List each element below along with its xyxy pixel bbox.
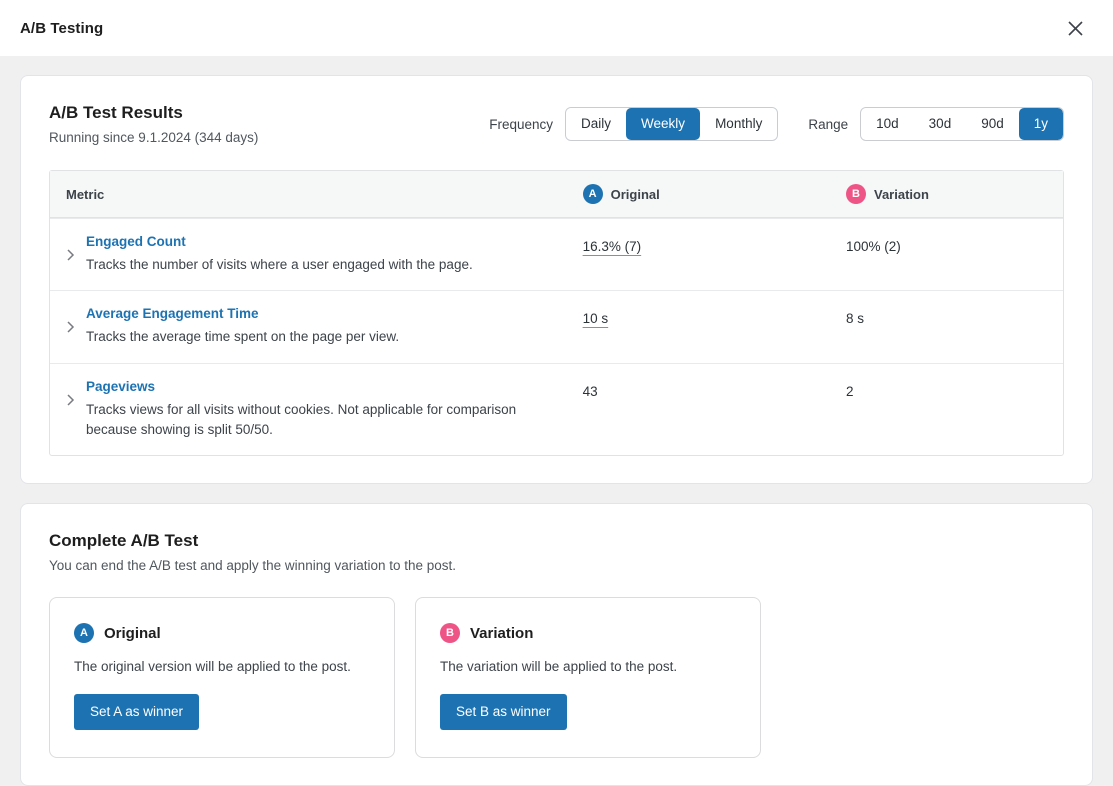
range-segmented-control: 10d 30d 90d 1y xyxy=(860,107,1064,141)
original-value: 10 s xyxy=(567,291,830,362)
range-label: Range xyxy=(808,116,849,132)
variation-card-title: Variation xyxy=(470,624,534,642)
variation-value: 8 s xyxy=(830,291,1063,362)
chevron-right-icon xyxy=(67,393,75,406)
results-card: A/B Test Results Running since 9.1.2024 … xyxy=(20,75,1093,484)
variation-value-text: 8 s xyxy=(846,311,865,327)
page-title: A/B Testing xyxy=(20,19,104,37)
metric-link-avg-engagement-time[interactable]: Average Engagement Time xyxy=(86,306,259,322)
table-row: Average Engagement Time Tracks the avera… xyxy=(50,290,1063,362)
chevron-right-icon xyxy=(67,321,75,333)
variation-value: 2 xyxy=(830,364,1063,456)
variation-column-label: Variation xyxy=(874,186,929,202)
variation-value-text: 2 xyxy=(846,383,854,399)
range-control: Range 10d 30d 90d 1y xyxy=(808,107,1064,141)
frequency-control: Frequency Daily Weekly Monthly xyxy=(489,107,779,141)
variation-value-text: 100% (2) xyxy=(846,239,901,254)
results-controls: Frequency Daily Weekly Monthly Range 10d… xyxy=(489,107,1064,141)
close-button[interactable] xyxy=(1061,14,1089,42)
close-icon xyxy=(1067,20,1083,36)
results-heading: A/B Test Results Running since 9.1.2024 … xyxy=(49,103,258,145)
modal-header: A/B Testing xyxy=(0,0,1113,56)
set-a-winner-button[interactable]: Set A as winner xyxy=(74,694,200,730)
metrics-table: Metric A Original B Variation Engag xyxy=(49,170,1064,456)
metric-description: Tracks the average time spent on the pag… xyxy=(86,329,400,345)
expand-row-button[interactable] xyxy=(66,248,76,275)
variant-a-badge: A xyxy=(74,623,94,643)
metric-link-engaged-count[interactable]: Engaged Count xyxy=(86,234,186,249)
table-header-row: Metric A Original B Variation xyxy=(50,171,1063,218)
table-row: Pageviews Tracks views for all visits wi… xyxy=(50,362,1063,456)
chevron-right-icon xyxy=(67,249,75,261)
frequency-option-monthly[interactable]: Monthly xyxy=(700,108,778,140)
range-option-30d[interactable]: 30d xyxy=(913,108,967,140)
expand-row-button[interactable] xyxy=(66,393,76,441)
metric-column-header: Metric xyxy=(66,186,105,202)
variant-b-badge: B xyxy=(846,184,866,204)
complete-title: Complete A/B Test xyxy=(49,531,199,550)
frequency-label: Frequency xyxy=(489,116,554,132)
frequency-option-daily[interactable]: Daily xyxy=(566,108,627,140)
metric-description: Tracks views for all visits without cook… xyxy=(86,401,517,437)
range-option-90d[interactable]: 90d xyxy=(966,108,1019,140)
frequency-option-weekly[interactable]: Weekly xyxy=(626,108,701,140)
variation-value: 100% (2) xyxy=(830,219,1063,290)
original-value-text[interactable]: 16.3% (7) xyxy=(582,239,642,254)
original-column-label: Original xyxy=(610,186,660,202)
original-winner-card: A Original The original version will be … xyxy=(49,597,395,758)
variation-column-header: B Variation xyxy=(830,171,1063,217)
set-b-winner-button[interactable]: Set B as winner xyxy=(440,694,567,730)
original-value-text: 43 xyxy=(582,383,598,399)
original-value: 16.3% (7) xyxy=(567,219,830,290)
variant-b-badge: B xyxy=(440,623,460,643)
results-title: A/B Test Results xyxy=(49,103,183,122)
metric-description: Tracks the number of visits where a user… xyxy=(86,257,473,272)
original-card-description: The original version will be applied to … xyxy=(74,659,351,674)
metric-link-pageviews[interactable]: Pageviews xyxy=(86,378,156,394)
range-option-1y[interactable]: 1y xyxy=(1018,108,1063,140)
results-subtitle: Running since 9.1.2024 (344 days) xyxy=(49,130,259,145)
complete-subtitle: You can end the A/B test and apply the w… xyxy=(49,558,457,573)
table-row: Engaged Count Tracks the number of visit… xyxy=(50,218,1063,290)
original-column-header: A Original xyxy=(567,171,830,217)
range-option-10d[interactable]: 10d xyxy=(861,108,914,140)
original-value: 43 xyxy=(567,364,830,456)
variant-a-badge: A xyxy=(582,184,603,204)
original-value-text[interactable]: 10 s xyxy=(582,311,609,327)
frequency-segmented-control: Daily Weekly Monthly xyxy=(565,107,779,141)
complete-test-card: Complete A/B Test You can end the A/B te… xyxy=(20,503,1093,786)
expand-row-button[interactable] xyxy=(66,320,76,347)
variation-card-description: The variation will be applied to the pos… xyxy=(440,659,678,674)
original-card-title: Original xyxy=(104,624,161,642)
modal-body: A/B Test Results Running since 9.1.2024 … xyxy=(0,56,1113,786)
variation-winner-card: B Variation The variation will be applie… xyxy=(415,597,761,758)
